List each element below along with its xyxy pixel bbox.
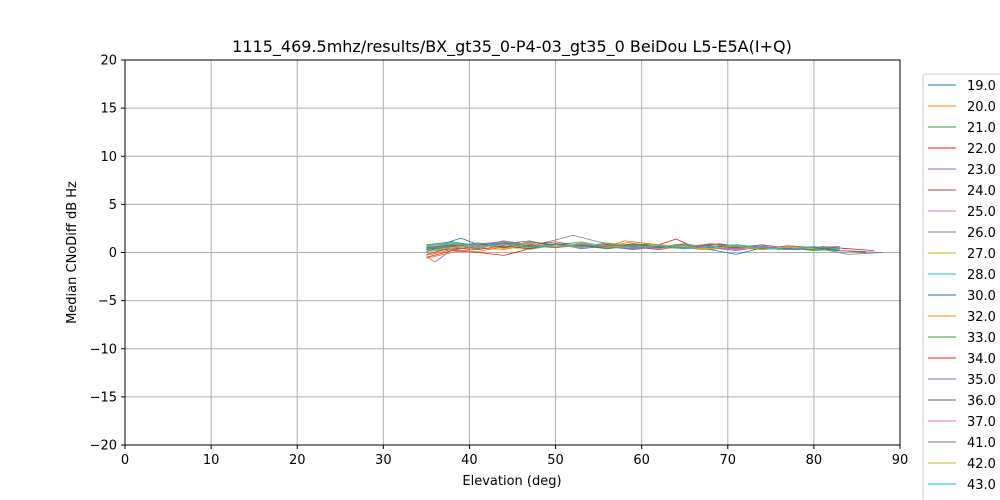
y-tick-label: 10 <box>100 150 117 165</box>
series-layer <box>426 234 883 263</box>
y-tick-label: 5 <box>109 198 117 213</box>
series-line-43-0 <box>426 242 840 251</box>
legend-label: 37.0 <box>967 415 996 430</box>
legend-label: 24.0 <box>967 184 996 199</box>
chart-title: 1115_469.5mhz/results/BX_gt35_0-P4-03_gt… <box>232 37 792 57</box>
legend-label: 32.0 <box>967 310 996 325</box>
x-tick-label: 0 <box>121 453 129 468</box>
y-tick-label: 20 <box>100 54 117 69</box>
legend-label: 21.0 <box>967 121 996 136</box>
x-tick-label: 50 <box>547 453 564 468</box>
legend-label: 23.0 <box>967 163 996 178</box>
x-tick-label: 90 <box>892 453 909 468</box>
y-tick-label: −5 <box>98 294 117 309</box>
legend-label: 33.0 <box>967 331 996 346</box>
legend-label: 25.0 <box>967 205 996 220</box>
legend-label: 19.0 <box>967 79 996 94</box>
y-tick-label: 15 <box>100 102 117 117</box>
legend-box <box>922 73 1000 500</box>
legend-label: 26.0 <box>967 226 996 241</box>
legend-label: 22.0 <box>967 142 996 157</box>
x-tick-label: 40 <box>461 453 478 468</box>
legend: 19.0 20.0 21.0 22.0 23.0 24.0 25.0 26.0 27.0 28.0… <box>922 73 1000 500</box>
series-line-42-0 <box>426 242 814 252</box>
legend-label: 42.0 <box>967 457 996 472</box>
legend-label: 28.0 <box>967 268 996 283</box>
y-tick-label: −10 <box>90 342 117 357</box>
x-tick-label: 60 <box>633 453 650 468</box>
x-axis-title: Elevation (deg) <box>462 474 561 489</box>
legend-label: 30.0 <box>967 289 996 304</box>
y-tick-label: −15 <box>90 390 117 405</box>
legend-label: 43.0 <box>967 478 996 493</box>
x-tick-label: 10 <box>203 453 220 468</box>
y-axis: −20 −15 −10 −5 0 5 10 15 20 <box>90 54 125 454</box>
legend-label: 27.0 <box>967 247 996 262</box>
y-axis-title: Median CNoDiff dB Hz <box>65 181 80 324</box>
x-tick-label: 70 <box>720 453 737 468</box>
x-tick-label: 30 <box>375 453 392 468</box>
x-axis: 0 10 20 30 40 50 60 70 80 90 <box>121 445 908 468</box>
legend-label: 41.0 <box>967 436 996 451</box>
series-line-41-0 <box>426 241 883 255</box>
x-tick-label: 80 <box>806 453 823 468</box>
legend-label: 35.0 <box>967 373 996 388</box>
legend-label: 34.0 <box>967 352 996 367</box>
x-tick-label: 20 <box>289 453 306 468</box>
y-tick-label: 0 <box>109 246 117 261</box>
legend-label: 36.0 <box>967 394 996 409</box>
y-tick-label: −20 <box>90 439 117 454</box>
legend-label: 20.0 <box>967 100 996 115</box>
